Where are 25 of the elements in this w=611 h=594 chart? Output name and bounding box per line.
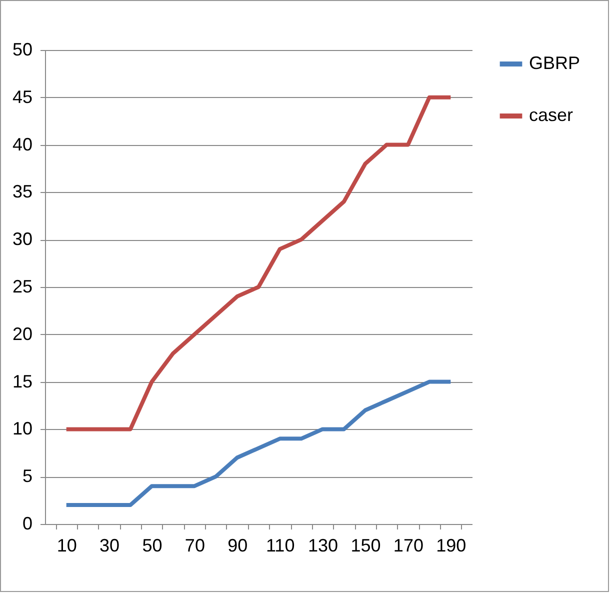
y-tick-label: 45 <box>12 86 32 107</box>
y-tick-label: 5 <box>22 466 32 486</box>
x-tick-label: 30 <box>100 536 120 556</box>
y-tick-label: 40 <box>12 134 32 154</box>
x-tick-label: 190 <box>436 536 466 556</box>
y-tick-label: 20 <box>12 324 32 344</box>
x-tick-label: 110 <box>266 536 295 556</box>
x-tick-label: 170 <box>393 536 424 556</box>
y-tick-label: 0 <box>22 514 32 534</box>
y-tick-label: 10 <box>12 418 32 439</box>
x-tick-label: 70 <box>184 536 205 556</box>
y-tick-label: 35 <box>12 182 32 202</box>
line-series <box>64 380 453 508</box>
y-tick-label: 50 <box>12 40 32 60</box>
y-tick-label: 25 <box>12 276 32 296</box>
x-tick-label: 50 <box>142 536 162 556</box>
x-tick-label: 130 <box>308 536 338 556</box>
legend-label: caser <box>529 105 574 125</box>
x-tick-label: 10 <box>56 536 77 556</box>
y-tick-label: 30 <box>12 229 32 250</box>
line-series <box>64 95 453 432</box>
y-tick-label: 15 <box>12 371 32 392</box>
x-tick-label: 90 <box>228 536 248 556</box>
x-tick-label: 150 <box>350 536 381 556</box>
legend-label: GBRP <box>529 53 580 73</box>
